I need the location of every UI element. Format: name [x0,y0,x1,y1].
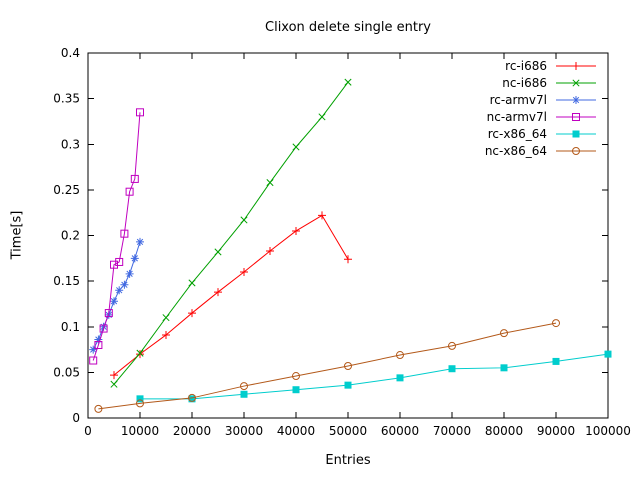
legend: rc-i686 nc-i686 rc-armv7l nc-armv7l rc-x86_6… [485,59,596,158]
x-tick-label: 80000 [485,424,523,438]
x-tick-label: 40000 [277,424,315,438]
legend-label: nc-i686 [502,76,547,90]
legend-label: rc-x86_64 [488,127,547,141]
x-tick-label: 100000 [585,424,631,438]
legend-item: rc-x86_64 [488,127,596,141]
series-nc-x86_64 [94,319,560,413]
x-tick-label: 70000 [433,424,471,438]
y-axis-label: Time[s] [9,210,25,260]
legend-item: nc-armv7l [487,110,596,124]
x-tick-label: 50000 [329,424,367,438]
series-rc-armv7l [89,237,144,354]
legend-label: rc-armv7l [490,93,547,107]
y-tick-label: 0.05 [53,365,80,379]
x-tick-label: 30000 [225,424,263,438]
y-tick-label: 0.15 [53,274,80,288]
y-tick-label: 0.1 [61,320,80,334]
legend-item: rc-i686 [505,59,596,73]
y-tick-label: 0.25 [53,183,80,197]
legend-label: nc-armv7l [487,110,547,124]
x-tick-label: 60000 [381,424,419,438]
series-rc-x86_64 [136,350,612,403]
y-tick-label: 0.2 [61,229,80,243]
tick-labels: 0 10000 20000 30000 40000 50000 60000 70000 8000… [53,46,631,438]
x-tick-label: 0 [84,424,92,438]
chart-title: Clixon delete single entry [265,20,431,35]
legend-item: nc-x86_64 [485,144,596,158]
axes [87,52,609,419]
y-tick-label: 0.3 [61,137,80,151]
y-tick-label: 0.4 [61,46,80,60]
series-nc-i686 [110,78,352,388]
x-axis-label: Entries [325,453,371,468]
x-tick-label: 90000 [537,424,575,438]
legend-item: nc-i686 [502,76,596,90]
y-tick-label: 0.35 [53,92,80,106]
legend-item: rc-armv7l [490,93,596,107]
x-tick-label: 20000 [173,424,211,438]
series-rc-i686 [110,211,352,380]
series-nc-armv7l [89,108,144,365]
x-tick-label: 10000 [121,424,159,438]
y-tick-label: 0 [72,411,80,425]
legend-label: rc-i686 [505,59,547,73]
legend-label: nc-x86_64 [485,144,547,158]
